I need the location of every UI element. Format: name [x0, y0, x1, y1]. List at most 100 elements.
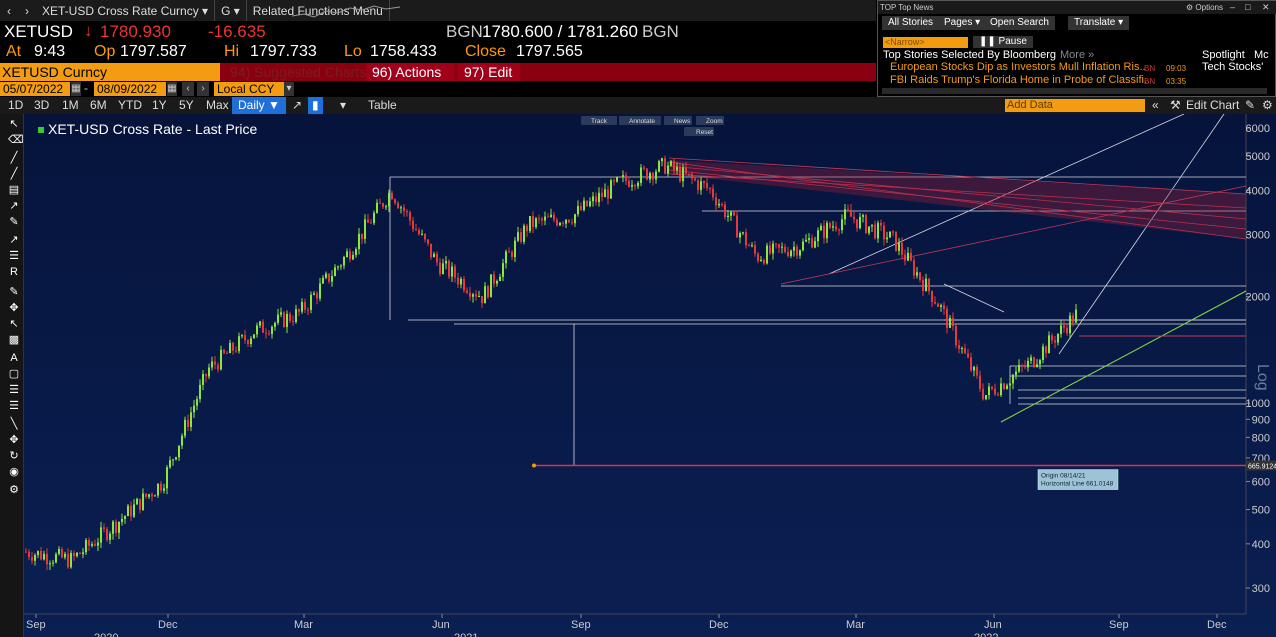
trend-tool-icon[interactable]: ╱ [10, 152, 18, 164]
end-date-field[interactable]: 08/09/2022 [94, 82, 166, 96]
related-functions-menu[interactable]: Related Functions Menu [247, 0, 390, 21]
range-3d[interactable]: 3D [34, 98, 50, 112]
price-body [658, 161, 660, 172]
range-1m[interactable]: 1M [62, 98, 79, 112]
actions-button[interactable]: 96) Actions ▾ [366, 63, 454, 98]
price-chart[interactable]: 6000500040003000200010009008007006005004… [24, 114, 1276, 637]
security-field[interactable]: XETUSD Curncy [0, 63, 220, 81]
news-story-2[interactable]: FBI Raids Trump's Florida Home in Probe … [890, 74, 1151, 86]
trash-icon[interactable]: ▩ [8, 334, 20, 346]
color-wheel-icon[interactable]: ◉ [9, 466, 19, 478]
price-body [631, 184, 633, 187]
currency-dropdown-icon[interactable]: ▾ [284, 82, 294, 96]
spotlight-story[interactable]: Tech Stocks' [1202, 61, 1264, 73]
edit-chart-button[interactable]: Edit Chart [1186, 98, 1240, 112]
price-body [553, 214, 555, 220]
price-body [346, 251, 348, 258]
pencil-icon[interactable]: ✎ [1245, 98, 1256, 112]
period-daily-button[interactable]: Daily ▼ [232, 97, 286, 114]
price-body [526, 225, 528, 232]
price-body [43, 553, 45, 560]
line-chart-icon[interactable]: ↗ [292, 98, 303, 112]
arrow-tool-icon[interactable]: ↗ [9, 234, 19, 246]
range-1d[interactable]: 1D [8, 98, 24, 112]
news-scrollbar[interactable] [882, 88, 1267, 94]
crosshair-tool-icon[interactable]: ✥ [9, 434, 19, 446]
edit-button[interactable]: 97) Edit ▾ [458, 63, 520, 98]
price-body [799, 250, 801, 256]
price-body [1003, 383, 1005, 390]
range-5y[interactable]: 5Y [179, 98, 194, 112]
refresh-icon[interactable]: ↻ [9, 450, 19, 462]
forward-arrow-icon[interactable]: › [25, 3, 29, 18]
x-year-label: 2020 [94, 632, 118, 637]
news-more-link[interactable]: More » [1060, 49, 1095, 61]
back-arrow-icon[interactable]: ‹ [7, 3, 11, 18]
pages-button[interactable]: Pages ▾ [938, 16, 987, 30]
bar-chart-icon[interactable]: ▮ [308, 97, 323, 114]
range-max[interactable]: Max [206, 98, 229, 112]
minimize-icon[interactable]: – [1230, 2, 1236, 12]
price-body [478, 295, 480, 297]
price-body [358, 233, 360, 250]
open-value: 1797.587 [120, 43, 187, 60]
start-date-field[interactable]: 05/07/2022 [0, 82, 70, 96]
date-forward-icon[interactable]: › [197, 82, 209, 96]
y-tick-label: 1000 [1246, 398, 1270, 410]
text-tool-icon[interactable]: A [10, 352, 18, 364]
brush-tool-icon[interactable]: ✎ [9, 286, 19, 298]
pen-tool-icon[interactable]: ✎ [9, 216, 19, 228]
price-body [577, 206, 579, 215]
select-tool-icon[interactable]: ↖ [9, 318, 19, 330]
collapse-icon[interactable]: « [1152, 98, 1159, 112]
fib-tool-icon[interactable]: ☰ [9, 250, 19, 262]
table-button[interactable]: Table [368, 98, 397, 112]
g-menu[interactable]: G ▾ [215, 0, 247, 21]
line-tool-icon[interactable]: ╱ [10, 168, 18, 180]
price-body [970, 357, 972, 371]
currency-field[interactable]: Local CCY [214, 82, 284, 96]
price-body [514, 240, 516, 258]
box-tool-icon[interactable]: ▢ [8, 368, 20, 380]
open-search-button[interactable]: Open Search [984, 16, 1055, 30]
range-ytd[interactable]: YTD [118, 98, 142, 112]
price-body [178, 445, 180, 458]
close-icon[interactable]: ✕ [1262, 2, 1270, 12]
price-body [148, 494, 150, 497]
range-6m[interactable]: 6M [90, 98, 107, 112]
date-back-icon[interactable]: ‹ [182, 82, 194, 96]
eraser-icon[interactable]: ⌫ [8, 134, 24, 146]
price-body [115, 521, 117, 533]
stack-tool-icon[interactable]: ☰ [9, 400, 19, 412]
suggested-charts-button[interactable]: 94) Suggested Charts [230, 64, 367, 80]
maximize-icon[interactable]: □ [1245, 2, 1251, 12]
translate-button[interactable]: Translate ▾ [1068, 16, 1130, 30]
range-1y[interactable]: 1Y [152, 98, 167, 112]
price-body [97, 542, 99, 546]
ray-tool-icon[interactable]: ↗ [9, 200, 19, 212]
chart-type-dropdown-icon[interactable]: ▾ [340, 98, 347, 112]
news-options[interactable]: ⚙ Options [1186, 3, 1223, 12]
pause-button[interactable]: ❚❚ Pause [973, 36, 1033, 48]
security-menu[interactable]: XET-USD Cross Rate Curncy ▾ [36, 0, 216, 21]
price-body [847, 209, 849, 211]
cursor-icon[interactable]: ↖ [9, 118, 19, 130]
news-story-1[interactable]: European Stocks Dip as Investors Mull In… [890, 61, 1146, 73]
news-story-1-time: 09:03 [1166, 64, 1187, 73]
start-calendar-icon[interactable]: ▦ [71, 82, 81, 96]
list-tool-icon[interactable]: ☰ [9, 384, 19, 396]
narrow-field[interactable]: <Narrow> [883, 37, 968, 48]
chart-settings-icon[interactable]: ⚙ [1262, 98, 1273, 112]
r-tool-icon[interactable]: R [10, 266, 18, 278]
price-body [85, 540, 87, 553]
ruler-tool-icon[interactable]: ╲ [10, 418, 18, 430]
channel-tool-icon[interactable]: ▤ [8, 184, 20, 196]
end-calendar-icon[interactable]: ▦ [167, 82, 177, 96]
add-data-field[interactable]: Add Data [1005, 99, 1145, 112]
all-stories-button[interactable]: All Stories [882, 16, 940, 30]
price-body [781, 246, 783, 248]
price-body [1009, 383, 1011, 386]
gear-icon[interactable]: ⚙ [9, 484, 19, 496]
wrench-icon[interactable]: ⚒ [1170, 98, 1181, 112]
move-tool-icon[interactable]: ✥ [9, 302, 19, 314]
